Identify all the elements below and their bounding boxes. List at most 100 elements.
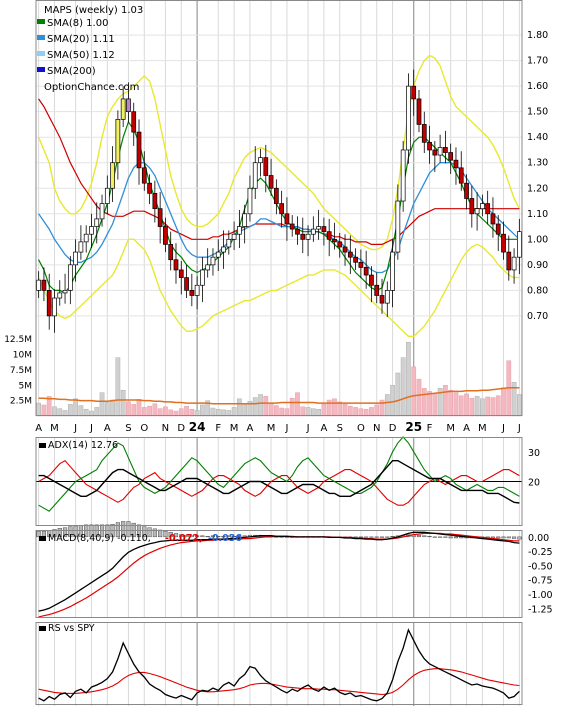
volume-bar [480, 398, 485, 417]
volume-bar [310, 408, 316, 417]
candle-body [443, 147, 448, 153]
macd-histogram-bar [142, 526, 147, 538]
volume-bar [284, 408, 290, 417]
candle-body [226, 238, 232, 248]
candle-body [464, 182, 469, 199]
volume-bar [353, 407, 358, 417]
macd-histogram-bar [448, 536, 453, 539]
candle-body [427, 141, 432, 151]
volume-bar [295, 392, 300, 417]
macd-histogram-bar [126, 521, 131, 538]
rs-line [38, 628, 520, 702]
macd-histogram-bar [237, 535, 242, 538]
macd-histogram-bar [147, 527, 152, 538]
candle-body [495, 223, 501, 235]
volume-y-tick-label: 10M [13, 351, 32, 361]
volume-bar [369, 407, 374, 417]
volume-bar [200, 404, 205, 417]
frame-layer [35, 0, 523, 705]
volume-bar [316, 408, 321, 417]
x-tick-label: F [215, 423, 221, 434]
volume-bar [104, 402, 110, 417]
panel-frame [35, 437, 523, 526]
x-tick-label: M [50, 423, 59, 434]
macd-histogram-bar [496, 536, 501, 539]
volume-bar [178, 408, 184, 417]
price-y-tick-label: 0.80 [527, 285, 548, 296]
x-tick-label: 25 [405, 420, 422, 434]
macd-histogram-bar [200, 535, 205, 538]
volume-bar [474, 396, 480, 417]
x-tick-label: N [162, 423, 169, 434]
macd-histogram-bar [501, 536, 506, 539]
volume-bar [384, 394, 390, 417]
volume-average-line [38, 386, 520, 405]
volume-bar [120, 389, 126, 417]
candle-body [321, 226, 327, 233]
candle-body [474, 208, 480, 215]
candle-body [163, 226, 168, 245]
candle-body [448, 152, 454, 161]
candle-body [395, 200, 401, 253]
rs-legend-swatch [39, 626, 46, 631]
candle-body [432, 149, 438, 156]
x-tick-label: A [320, 423, 327, 434]
x-tick-label: A [247, 423, 254, 434]
x-tick-label: J [501, 423, 505, 434]
volume-bar [332, 398, 337, 417]
candle-body [57, 292, 63, 299]
adx-title: ADX(14) 12.76 [48, 440, 118, 451]
macd-y-tick-label: 0.00 [528, 533, 549, 544]
candle-body [115, 118, 121, 164]
x-tick-label: J [73, 423, 77, 434]
macd-histogram-bar [221, 536, 226, 538]
volume-bar [458, 395, 464, 417]
x-tick-label: M [478, 423, 487, 434]
legend-swatch-sma50 [37, 51, 45, 56]
volume-y-tick-label: 12.5M [4, 335, 32, 345]
volume-bar [94, 407, 100, 417]
candle-body [332, 238, 337, 243]
price-y-tick-label: 1.40 [527, 132, 548, 143]
candle-body [78, 241, 84, 253]
x-tick-label: A [35, 423, 42, 434]
watermark: OptionChance.com [44, 82, 139, 93]
candle-body [157, 208, 163, 227]
macd-histogram-bar [490, 536, 495, 539]
price-y-tick-label: 1.80 [527, 30, 548, 41]
macd-y-tick-label: -1.25 [528, 604, 553, 615]
x-tick-label: O [140, 423, 148, 434]
volume-bar [163, 406, 168, 417]
candle-body [390, 251, 395, 291]
volume-bar [136, 399, 142, 417]
volume-bar [363, 408, 369, 417]
volume-bar [421, 388, 427, 417]
macd-histogram-bar [432, 536, 437, 538]
macd-histogram-bar [364, 536, 369, 538]
macd-panel: 0.00 -0.25 -0.50 -0.75 -1.00 -1.25 [36, 521, 553, 618]
volume-bar [252, 397, 258, 417]
candle-body [511, 256, 517, 271]
candle-body [126, 98, 131, 113]
macd-histogram-bar [385, 536, 390, 538]
macd-y-tick-label: -0.50 [528, 561, 553, 572]
volume-bar [289, 397, 295, 417]
candle-body [437, 147, 443, 156]
volume-bar [263, 396, 269, 417]
volume-bar [406, 342, 411, 417]
macd-y-tick-label: -0.75 [528, 576, 553, 587]
macd-histogram-bar [168, 532, 173, 538]
macd-histogram-bar [427, 536, 432, 538]
macd-histogram-bar [358, 536, 363, 538]
volume-bar [268, 402, 274, 417]
candle-body [178, 269, 184, 278]
macd-histogram-bar [390, 536, 395, 538]
candle-body [141, 167, 147, 184]
candle-body [110, 162, 115, 189]
macd-histogram-bar [374, 536, 379, 538]
candle-body [205, 264, 211, 271]
adx-line [38, 460, 520, 504]
volume-bar [52, 406, 57, 417]
candle-body [490, 213, 496, 225]
legend-swatch-sma200 [37, 67, 45, 72]
